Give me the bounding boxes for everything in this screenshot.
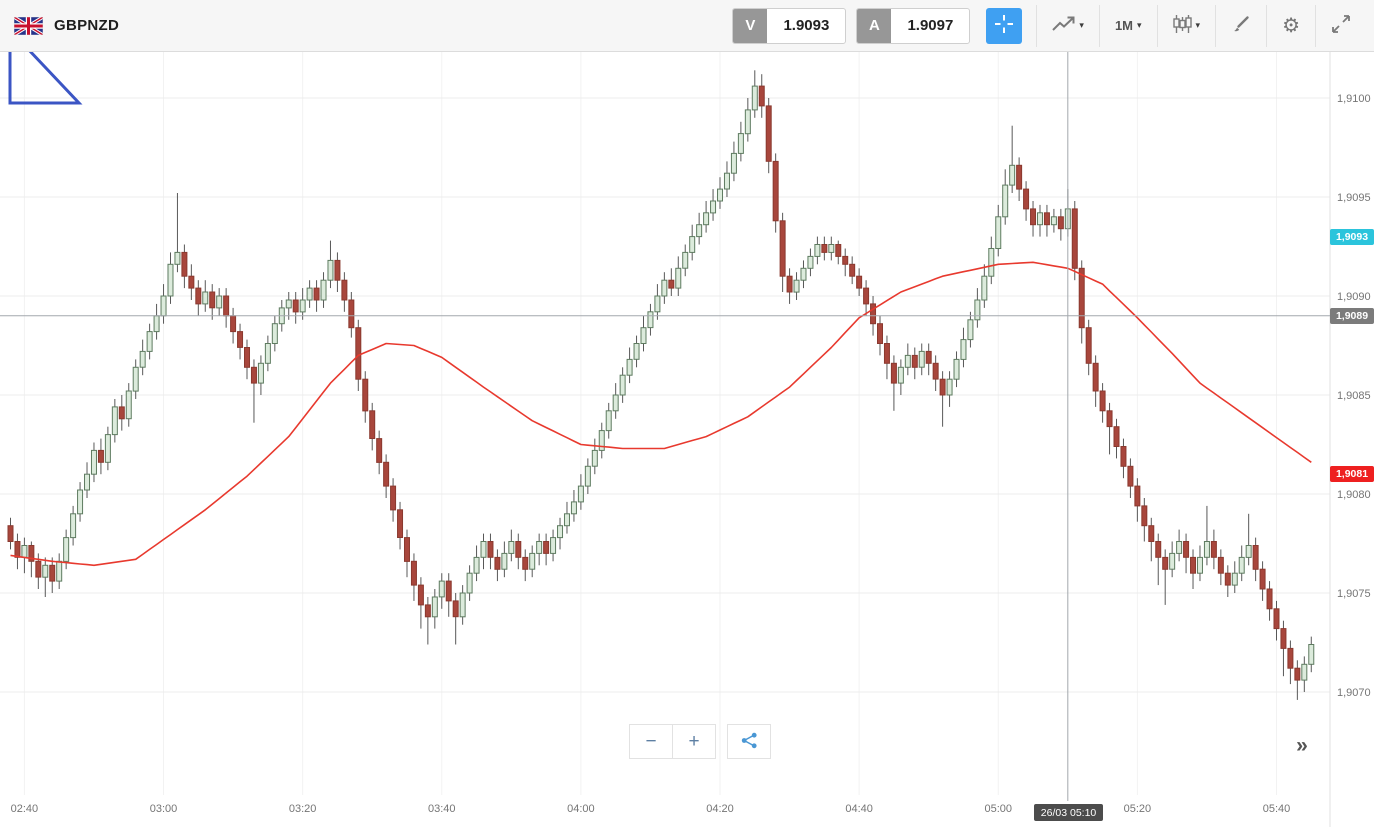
svg-text:04:20: 04:20 [706, 803, 734, 815]
svg-text:03:00: 03:00 [150, 803, 178, 815]
sell-quote-button[interactable]: V 1.9093 [732, 7, 847, 44]
toolbar: GBPNZD V 1.9093 A 1.9097 [0, 0, 1374, 52]
timeframe-dropdown[interactable]: 1M ▾ [1100, 4, 1157, 48]
sell-price: 1.9093 [783, 17, 830, 34]
svg-text:1,9080: 1,9080 [1337, 489, 1371, 501]
gear-icon: ⚙ [1282, 14, 1300, 37]
crosshair-icon [994, 14, 1014, 37]
svg-text:04:40: 04:40 [845, 803, 873, 815]
crosshair-tool-button[interactable] [986, 7, 1023, 44]
expand-arrows-icon [1331, 14, 1351, 37]
chevron-down-icon: ▾ [1079, 20, 1084, 30]
svg-text:04:00: 04:00 [567, 803, 595, 815]
candlestick-icon [1172, 15, 1192, 36]
svg-text:05:20: 05:20 [1124, 803, 1152, 815]
drawing-tools-button[interactable] [1216, 4, 1266, 48]
svg-text:1,9070: 1,9070 [1337, 687, 1371, 699]
buy-direction-label: A [857, 8, 892, 43]
share-button[interactable] [727, 724, 771, 759]
buy-quote-button[interactable]: A 1.9097 [856, 7, 971, 44]
candle-style-dropdown[interactable]: ▾ [1158, 4, 1216, 48]
share-icon [741, 732, 758, 752]
svg-text:05:40: 05:40 [1263, 803, 1291, 815]
zoom-controls: − + [629, 724, 771, 759]
buy-price: 1.9097 [907, 17, 954, 34]
svg-text:1,9095: 1,9095 [1337, 192, 1371, 204]
symbol-title: GBPNZD [54, 17, 120, 34]
symbol-header: GBPNZD [0, 16, 120, 35]
crosshair-time-tooltip: 26/03 05:10 [1033, 804, 1104, 821]
toolbar-divider [1098, 4, 1100, 47]
zoom-out-button[interactable]: − [629, 724, 673, 759]
timeframe-label: 1M [1114, 18, 1133, 33]
chevron-down-icon: ▾ [1195, 20, 1201, 30]
svg-text:1,9100: 1,9100 [1337, 93, 1371, 105]
chevron-down-icon: ▾ [1137, 20, 1142, 30]
zoom-in-button[interactable]: + [672, 724, 716, 759]
sell-direction-label: V [733, 8, 768, 43]
scroll-right-button[interactable]: » [1284, 728, 1320, 764]
crosshair-price-axis-badge: 1,9089 [1330, 307, 1374, 324]
sell-price-axis-badge: 1,9093 [1330, 228, 1374, 245]
svg-text:02:40: 02:40 [11, 803, 39, 815]
gbpnzd-flag-icon [14, 16, 43, 35]
toolbar-divider [1315, 4, 1316, 47]
settings-button[interactable]: ⚙ [1267, 4, 1315, 48]
chart-type-dropdown[interactable]: ▾ [1037, 4, 1099, 48]
toolbar-divider [1215, 4, 1217, 47]
brush-icon [1231, 14, 1251, 37]
svg-text:03:20: 03:20 [289, 803, 317, 815]
svg-text:03:40: 03:40 [428, 803, 456, 815]
fullscreen-button[interactable] [1316, 4, 1366, 48]
svg-text:1,9090: 1,9090 [1337, 291, 1371, 303]
svg-text:1,9075: 1,9075 [1337, 588, 1371, 600]
toolbar-divider [1266, 4, 1268, 47]
svg-text:1,9085: 1,9085 [1337, 390, 1371, 402]
ma-price-axis-badge: 1,9081 [1330, 466, 1374, 483]
toolbar-divider [1036, 4, 1038, 47]
svg-text:05:00: 05:00 [984, 803, 1012, 815]
trend-chart-icon [1052, 16, 1075, 36]
toolbar-divider [1156, 4, 1158, 47]
